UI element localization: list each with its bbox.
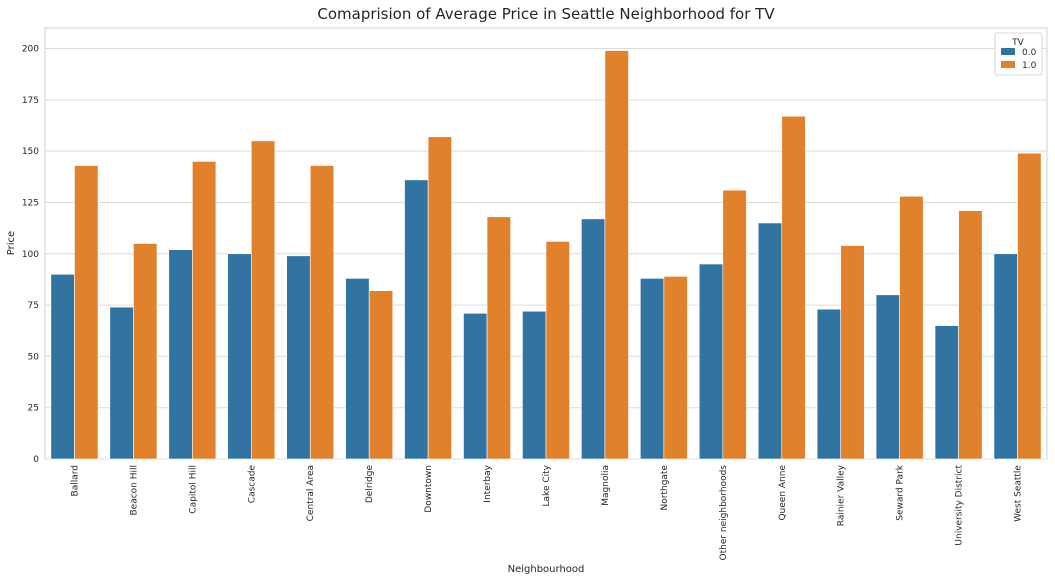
bar-tv-1 <box>486 216 511 460</box>
bar-tv-0 <box>286 255 311 460</box>
y-tick-label: 75 <box>28 301 39 311</box>
legend-label-0: 0.0 <box>1022 48 1037 58</box>
x-tick-label: Northgate <box>660 465 670 511</box>
bar-tv-1 <box>781 115 806 460</box>
bars <box>50 50 1042 460</box>
x-axis-ticks: Ballard Beacon Hill Capitol Hill Cascade Cen… <box>70 464 1023 560</box>
bar-tv-1 <box>192 161 217 460</box>
x-tick-label: Cascade <box>247 465 257 504</box>
x-tick-label: Delridge <box>365 465 375 504</box>
x-tick-label: University District <box>955 465 965 546</box>
x-tick-label: Beacon Hill <box>129 465 139 516</box>
x-tick-label: Capitol Hill <box>188 465 198 514</box>
bar-tv-1 <box>840 245 865 460</box>
y-tick-label: 0 <box>33 455 39 465</box>
x-tick-label: Queen Anne <box>778 465 788 521</box>
bar-tv-0 <box>757 222 783 460</box>
bar-tv-1 <box>250 140 276 460</box>
y-axis-label: Price <box>6 231 17 255</box>
bar-tv-0 <box>227 253 252 460</box>
bar-tv-1 <box>722 189 747 460</box>
x-tick-label: Rainier Valley <box>837 464 847 526</box>
bar-tv-1 <box>899 195 924 460</box>
bar-tv-1 <box>427 136 452 460</box>
bar-tv-1 <box>74 165 99 460</box>
y-axis-ticks: 0 25 50 75 100 125 150 175 200 <box>22 45 39 465</box>
bar-tv-0 <box>404 179 429 460</box>
bar-tv-0 <box>168 249 193 460</box>
bar-tv-0 <box>640 278 665 460</box>
y-tick-label: 200 <box>22 45 39 55</box>
y-tick-label: 25 <box>28 404 39 414</box>
bar-tv-1 <box>604 50 629 460</box>
legend-swatch-1 <box>1001 61 1015 68</box>
bar-tv-1 <box>1017 152 1042 460</box>
y-tick-label: 150 <box>22 147 39 157</box>
legend: TV 0.0 1.0 <box>994 32 1043 76</box>
x-tick-label: Lake City <box>542 464 552 506</box>
bar-tv-0 <box>345 278 370 460</box>
y-tick-label: 125 <box>22 198 39 208</box>
x-axis-label: Neighbourhood <box>508 564 585 575</box>
bar-tv-1 <box>663 276 688 460</box>
legend-title: TV <box>1011 38 1024 48</box>
bar-tv-0 <box>581 218 606 460</box>
bar-tv-1 <box>309 165 335 460</box>
bar-tv-1 <box>368 290 394 460</box>
y-tick-label: 50 <box>28 352 40 362</box>
chart-title: Comaprision of Average Price in Seattle … <box>317 5 775 23</box>
bar-tv-0 <box>522 310 547 460</box>
bar-tv-1 <box>133 243 158 460</box>
bar-tv-0 <box>50 273 75 460</box>
bar-tv-0 <box>109 306 134 460</box>
y-tick-label: 175 <box>22 96 39 106</box>
legend-swatch-0 <box>1001 48 1015 55</box>
bar-tv-0 <box>816 308 842 460</box>
x-tick-label: Magnolia <box>601 465 611 506</box>
legend-label-1: 1.0 <box>1022 61 1037 71</box>
x-tick-label: Central Area <box>306 465 316 521</box>
x-tick-label: Other neighborhoods <box>719 465 729 561</box>
bar-tv-0 <box>698 263 724 460</box>
bar-tv-1 <box>545 241 570 460</box>
bar-tv-1 <box>958 210 983 460</box>
x-tick-label: Seward Park <box>896 464 906 520</box>
bar-tv-0 <box>934 325 959 460</box>
x-tick-label: Ballard <box>70 465 80 496</box>
x-tick-label: Interbay <box>483 464 493 502</box>
bar-tv-0 <box>875 294 900 460</box>
y-tick-label: 100 <box>22 250 39 260</box>
x-tick-label: West Seattle <box>1014 465 1024 522</box>
x-tick-label: Downtown <box>424 465 434 513</box>
bar-tv-0 <box>463 312 488 460</box>
bar-tv-0 <box>993 253 1018 460</box>
